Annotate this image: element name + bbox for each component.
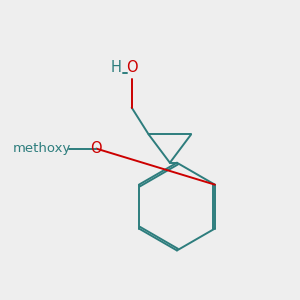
Text: methoxy: methoxy xyxy=(12,142,71,155)
Text: O: O xyxy=(126,60,137,75)
Text: H: H xyxy=(111,60,122,75)
Text: O: O xyxy=(91,141,102,156)
